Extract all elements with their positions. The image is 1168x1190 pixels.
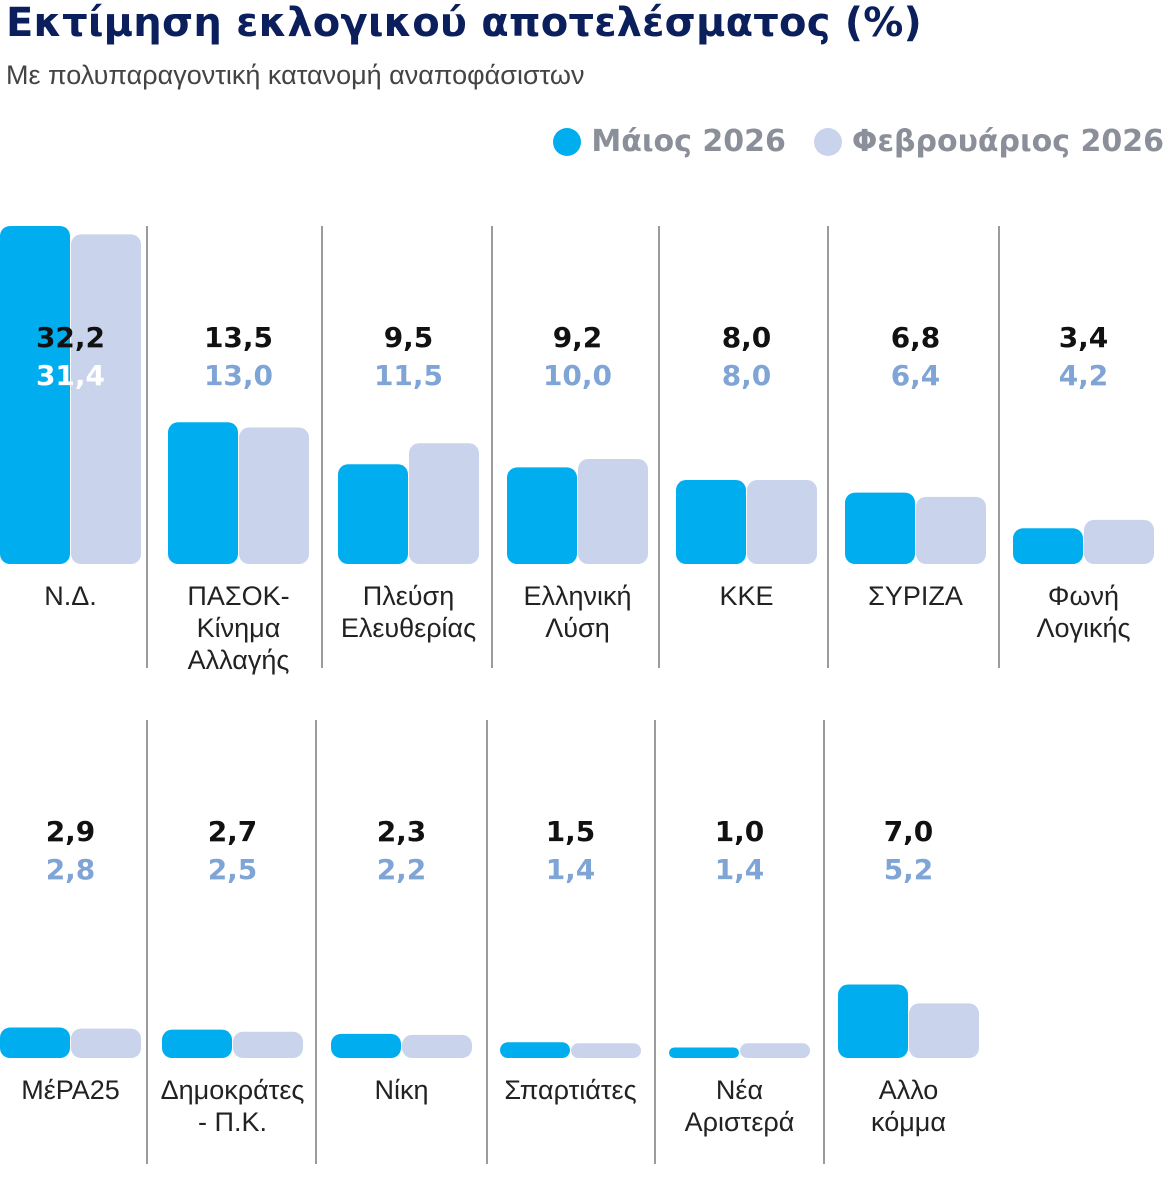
value-label-february-2026: 4,2 — [1059, 359, 1109, 392]
category-label: ΜέΡΑ25 — [21, 1075, 120, 1105]
bar-february-2026 — [909, 1003, 979, 1058]
legend-swatch-february-2026 — [813, 127, 842, 156]
value-label-may-2026: 2,9 — [46, 815, 96, 848]
bar-may-2026 — [331, 1033, 401, 1058]
value-label-february-2026: 8,0 — [722, 359, 772, 392]
value-label-february-2026: 10,0 — [543, 359, 612, 392]
value-label-may-2026: 9,2 — [553, 321, 603, 354]
value-label-february-2026: 2,8 — [46, 853, 96, 886]
category-label: Δημοκράτες — [161, 1075, 305, 1105]
value-label-february-2026: 6,4 — [891, 359, 941, 392]
category-label: ΚΚΕ — [719, 581, 773, 611]
value-label-february-2026: 2,5 — [208, 853, 258, 886]
category-label: Ελευθερίας — [341, 613, 476, 643]
bar-february-2026 — [1084, 519, 1154, 564]
value-label-may-2026: 32,2 — [36, 321, 105, 354]
bar-may-2026 — [507, 467, 577, 564]
chart-title: Εκτίμηση εκλογικού αποτελέσματος (%) — [6, 0, 922, 46]
legend-item-february-2026: Φεβρουάριος 2026 — [813, 124, 1164, 159]
bar-february-2026 — [747, 480, 817, 564]
bar-february-2026 — [916, 496, 986, 564]
value-label-may-2026: 8,0 — [722, 321, 772, 354]
value-label-may-2026: 7,0 — [884, 815, 934, 848]
category-label: Πλεύση — [363, 581, 454, 611]
bar-may-2026 — [845, 492, 915, 564]
category-label: κόμμα — [871, 1107, 946, 1137]
category-label: Κίνημα — [197, 613, 281, 643]
legend: Μάιος 2026 Φεβρουάριος 2026 — [525, 124, 1164, 159]
bar-february-2026 — [578, 459, 648, 564]
bar-may-2026 — [676, 480, 746, 564]
value-label-may-2026: 2,7 — [208, 815, 258, 848]
bar-february-2026 — [233, 1031, 303, 1058]
legend-swatch-may-2026 — [553, 127, 582, 156]
bar-may-2026 — [168, 422, 238, 564]
value-label-may-2026: 13,5 — [204, 321, 273, 354]
bar-february-2026 — [71, 234, 141, 564]
category-label: Ν.Δ. — [44, 581, 97, 611]
bar-may-2026 — [0, 1027, 70, 1058]
value-label-may-2026: 1,5 — [546, 815, 596, 848]
legend-item-may-2026: Μάιος 2026 — [553, 124, 786, 159]
bar-may-2026 — [1013, 528, 1083, 564]
bar-may-2026 — [0, 226, 70, 564]
value-label-may-2026: 6,8 — [891, 321, 941, 354]
bar-february-2026 — [239, 427, 309, 564]
chart-subtitle: Με πολυπαραγοντική κατανομή αναποφάσιστω… — [6, 60, 585, 90]
category-label: Αλλο — [879, 1075, 939, 1105]
value-label-february-2026: 2,2 — [377, 853, 427, 886]
value-label-may-2026: 9,5 — [384, 321, 434, 354]
bar-may-2026 — [838, 984, 908, 1058]
category-label: Σπαρτιάτες — [504, 1075, 636, 1105]
bar-may-2026 — [162, 1029, 232, 1058]
category-label: ΣΥΡΙΖΑ — [868, 581, 963, 611]
value-label-may-2026: 1,0 — [715, 815, 765, 848]
value-label-february-2026: 31,4 — [36, 359, 105, 392]
bar-february-2026 — [409, 443, 479, 564]
category-label: Νίκη — [374, 1075, 428, 1105]
value-label-may-2026: 3,4 — [1059, 321, 1109, 354]
bar-may-2026 — [500, 1042, 570, 1058]
bar-february-2026 — [71, 1028, 141, 1058]
value-label-february-2026: 11,5 — [374, 359, 443, 392]
category-label: Αριστερά — [685, 1107, 795, 1137]
category-label: ΠΑΣΟΚ- — [187, 581, 289, 611]
bar-may-2026 — [669, 1047, 739, 1058]
legend-label-february-2026: Φεβρουάριος 2026 — [851, 124, 1164, 159]
bar-february-2026 — [571, 1043, 641, 1058]
value-label-february-2026: 5,2 — [884, 853, 934, 886]
category-label: Νέα — [716, 1075, 763, 1105]
category-label: Ελληνική — [523, 581, 631, 611]
value-label-may-2026: 2,3 — [377, 815, 427, 848]
category-label: - Π.Κ. — [198, 1107, 267, 1137]
legend-label-may-2026: Μάιος 2026 — [591, 124, 786, 159]
value-label-february-2026: 1,4 — [546, 853, 596, 886]
value-label-february-2026: 13,0 — [204, 359, 273, 392]
category-label: Αλλαγής — [188, 645, 290, 675]
category-label: Λογικής — [1036, 613, 1130, 643]
category-label: Φωνή — [1048, 581, 1119, 611]
category-label: Λύση — [545, 613, 609, 643]
bar-may-2026 — [338, 464, 408, 564]
value-label-february-2026: 1,4 — [715, 853, 765, 886]
bar-february-2026 — [402, 1034, 472, 1058]
bar-february-2026 — [740, 1043, 810, 1058]
